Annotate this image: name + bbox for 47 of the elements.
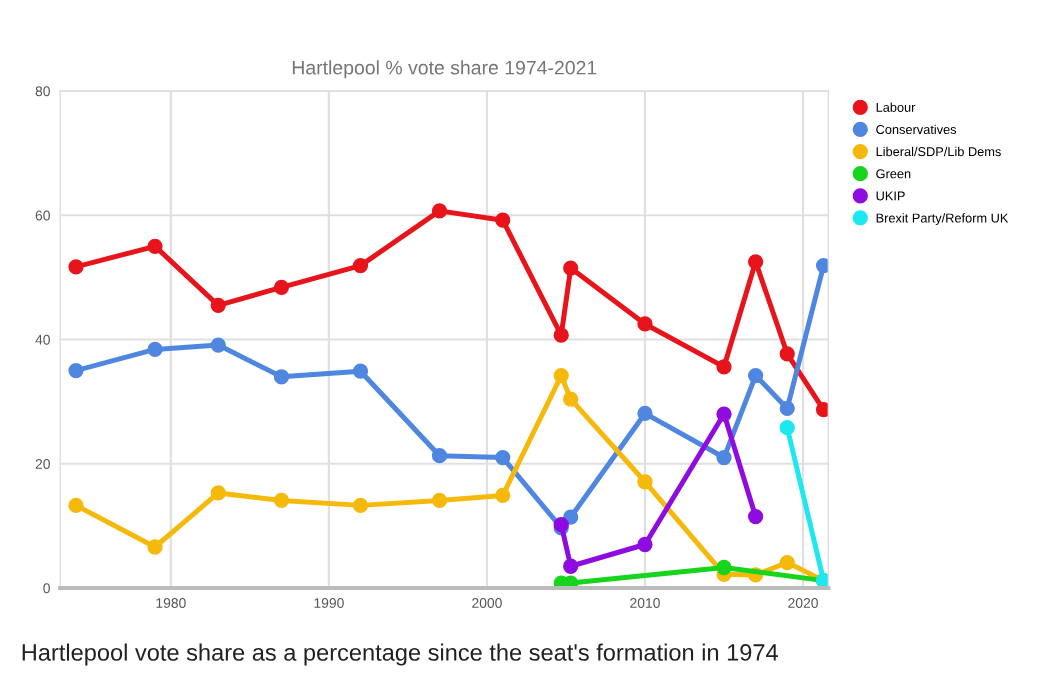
point — [495, 487, 511, 504]
point — [779, 420, 795, 436]
point — [495, 449, 511, 466]
point — [779, 554, 795, 571]
text: Hartlepool vote share as a percentage since the seat's formation in 1974 — [22, 643, 778, 666]
point — [716, 359, 732, 375]
chart-title: Hartlepool % vote share 1974-2021 — [292, 60, 597, 79]
point — [779, 346, 795, 362]
point — [716, 406, 732, 422]
point — [68, 362, 84, 379]
point — [815, 257, 829, 274]
point — [563, 260, 579, 276]
point — [68, 259, 84, 275]
point — [147, 341, 163, 358]
point — [352, 257, 369, 274]
point — [747, 508, 764, 525]
point — [779, 400, 795, 417]
point — [147, 539, 163, 555]
point — [210, 297, 226, 313]
point — [747, 367, 764, 384]
point — [495, 212, 511, 228]
point — [273, 279, 290, 295]
point — [210, 337, 226, 353]
point — [273, 492, 290, 509]
point — [431, 203, 448, 219]
point — [563, 575, 579, 588]
point — [553, 367, 569, 384]
point — [431, 448, 448, 464]
point — [637, 316, 653, 332]
point — [563, 558, 579, 574]
point — [716, 449, 732, 466]
point — [563, 509, 579, 525]
point — [637, 405, 653, 422]
point — [431, 492, 448, 509]
point — [716, 559, 732, 576]
point — [68, 497, 84, 514]
point — [352, 497, 369, 514]
point — [815, 402, 829, 418]
point — [637, 536, 653, 553]
point — [352, 363, 369, 379]
point — [273, 369, 290, 385]
point — [563, 391, 579, 407]
point — [637, 474, 653, 490]
point — [747, 254, 764, 270]
point — [147, 238, 163, 254]
point — [210, 485, 226, 501]
point — [553, 327, 569, 343]
